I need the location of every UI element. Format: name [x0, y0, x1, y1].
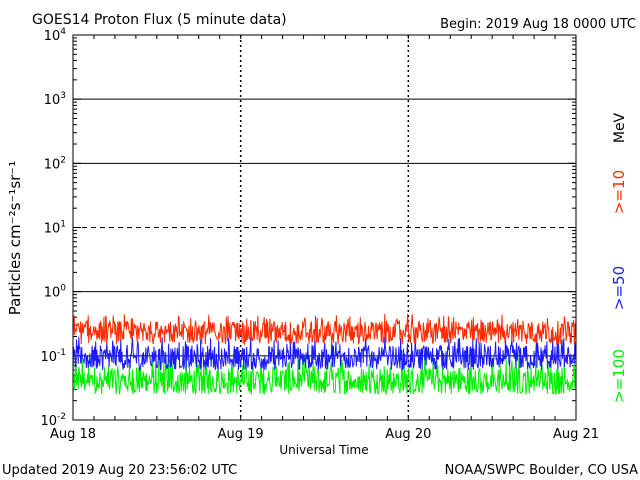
series-line-gt10 — [72, 313, 577, 346]
x-tick-label: Aug 21 — [553, 427, 599, 442]
y-tick-label: 10-1 — [40, 348, 66, 365]
legend-gt100: >=100 — [610, 349, 628, 403]
y-tick-label: 103 — [44, 91, 66, 108]
x-axis-title: Universal Time — [279, 443, 368, 457]
credit-label: NOAA/SWPC Boulder, CO USA — [445, 463, 638, 478]
chart-title: GOES14 Proton Flux (5 minute data) — [32, 12, 287, 28]
y-tick-label: 100 — [44, 284, 67, 301]
legend-gt50: >=50 — [610, 266, 628, 310]
legend-gt10: >=10 — [610, 170, 628, 214]
plot-frame — [72, 34, 577, 421]
series-line-gt50 — [72, 336, 577, 371]
x-tick-label: Aug 18 — [50, 427, 96, 442]
x-tick-label: Aug 19 — [218, 427, 264, 442]
y-tick-label: 101 — [44, 220, 66, 237]
updated-label: Updated 2019 Aug 20 23:56:02 UTC — [2, 463, 237, 478]
unit-label: MeV — [612, 112, 628, 143]
y-tick-label: 102 — [44, 155, 66, 172]
y-axis-title: Particles cm⁻²s⁻¹sr⁻¹ — [6, 161, 24, 315]
y-tick-label: 10-2 — [40, 412, 66, 429]
begin-label: Begin: 2019 Aug 18 0000 UTC — [440, 17, 636, 32]
y-tick-label: 104 — [44, 27, 67, 44]
x-tick-label: Aug 20 — [385, 427, 431, 442]
